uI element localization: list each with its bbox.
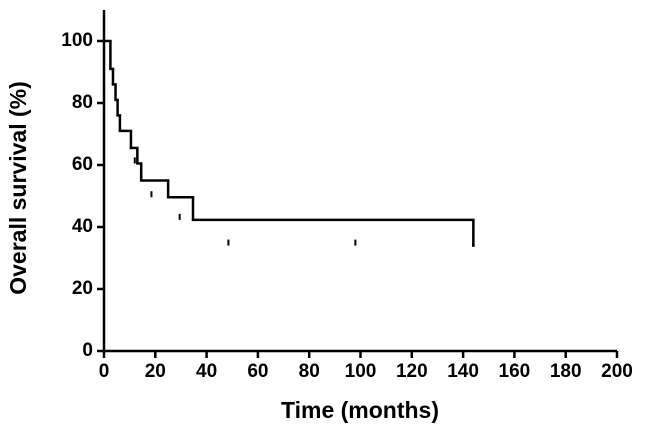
y-tick-label: 20: [72, 278, 93, 299]
x-tick-label: 40: [196, 361, 217, 382]
x-tick-label: 180: [550, 361, 582, 382]
x-tick-label: 200: [601, 361, 633, 382]
x-tick-label: 140: [447, 361, 479, 382]
x-axis-title: Time (months): [281, 397, 439, 423]
x-tick-label: 120: [396, 361, 428, 382]
y-tick-label: 80: [72, 92, 93, 113]
x-tick-label: 160: [499, 361, 531, 382]
y-axis-title: Overall survival (%): [5, 81, 31, 295]
x-tick-label: 0: [99, 361, 110, 382]
y-tick-label: 100: [61, 30, 93, 51]
y-tick-label: 0: [82, 340, 93, 361]
x-tick-label: 60: [247, 361, 268, 382]
x-tick-label: 80: [299, 361, 320, 382]
y-tick-label: 40: [72, 216, 93, 237]
x-tick-label: 20: [145, 361, 166, 382]
y-tick-label: 60: [72, 154, 93, 175]
x-tick-label: 100: [345, 361, 377, 382]
